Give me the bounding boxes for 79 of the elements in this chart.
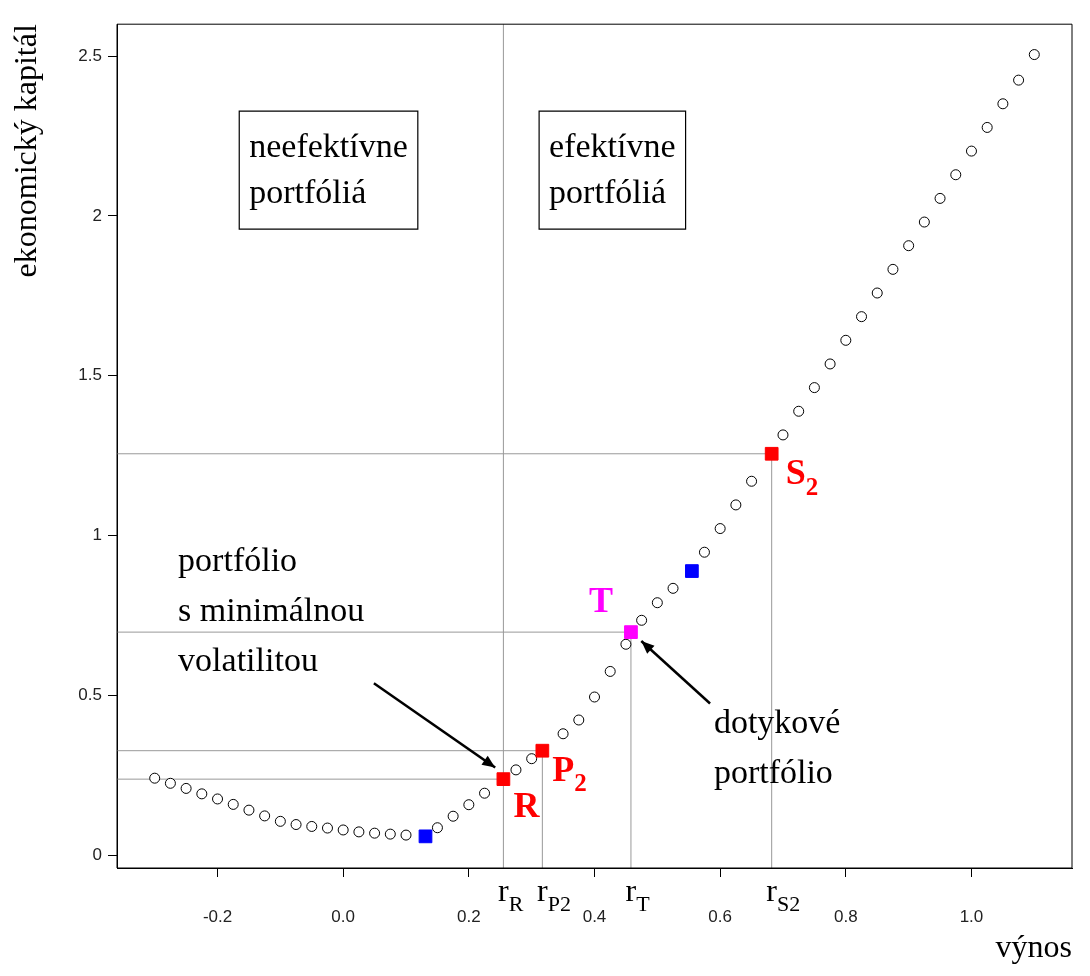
x-tick-label: 1.0 — [959, 906, 984, 926]
point — [793, 405, 805, 417]
point — [557, 728, 569, 740]
point — [227, 798, 239, 810]
point — [871, 287, 883, 299]
point — [447, 810, 459, 822]
y-tick-label: 1.5 — [78, 365, 102, 385]
point — [667, 582, 679, 594]
x-tick-label: 0.8 — [834, 906, 858, 926]
point — [808, 382, 820, 394]
point — [918, 216, 930, 228]
point — [746, 475, 758, 487]
series-label: T — [588, 580, 613, 621]
point — [306, 820, 318, 832]
point — [997, 98, 1009, 110]
point — [400, 829, 412, 841]
x-tick-label: 0.0 — [331, 906, 355, 926]
point — [274, 815, 286, 827]
point — [620, 638, 632, 650]
point — [636, 614, 648, 626]
point — [981, 121, 993, 133]
point — [384, 828, 396, 840]
point — [353, 826, 365, 838]
x-tick-label: -0.2 — [202, 906, 233, 926]
x-tick-label: 0.6 — [708, 906, 732, 926]
point — [685, 564, 699, 578]
point — [369, 827, 381, 839]
x-tick-label: 0.2 — [457, 906, 481, 926]
annotation: portfólio s minimálnou volatilitou — [178, 540, 365, 678]
point — [526, 753, 538, 765]
point — [903, 240, 915, 252]
point — [290, 819, 302, 831]
point — [196, 788, 208, 800]
y-tick-label: 2 — [92, 205, 102, 225]
annotation: efektívne portfóliá — [549, 127, 676, 211]
point — [180, 782, 192, 794]
point — [714, 523, 726, 535]
point — [840, 334, 852, 346]
point — [535, 743, 550, 758]
point — [698, 546, 710, 558]
point — [463, 799, 475, 811]
y-tick-label: 0 — [92, 844, 102, 864]
y-tick-label: 0.5 — [78, 685, 102, 705]
point — [496, 772, 511, 787]
point — [321, 822, 333, 834]
point — [212, 793, 224, 805]
point — [431, 822, 443, 834]
point — [824, 358, 836, 370]
point — [573, 714, 585, 726]
series-label: R — [513, 785, 541, 826]
y-tick-label: 2.5 — [78, 45, 102, 65]
point — [510, 764, 522, 776]
x-axis-title: výnos — [995, 928, 1072, 965]
point — [624, 625, 638, 639]
point — [934, 192, 946, 204]
annotation: dotykové portfólio — [713, 702, 841, 790]
point — [764, 446, 779, 461]
point — [259, 810, 271, 822]
point — [337, 824, 349, 836]
point — [1028, 49, 1040, 61]
point — [651, 597, 663, 609]
x-tick-label: 0.4 — [582, 906, 607, 926]
point — [777, 429, 789, 441]
point — [479, 787, 491, 799]
y-axis-title: ekonomický kapitál — [6, 24, 43, 278]
annotation: neefektívne portfóliá — [249, 127, 408, 211]
point — [1013, 74, 1025, 86]
y-tick-label: 1 — [92, 525, 102, 545]
point — [164, 777, 176, 789]
point — [149, 772, 161, 784]
point — [604, 665, 616, 677]
point — [950, 169, 962, 181]
point — [965, 145, 977, 157]
point — [730, 499, 742, 511]
point — [418, 829, 433, 844]
point — [243, 804, 255, 816]
point — [589, 691, 600, 703]
point — [887, 263, 899, 275]
point — [856, 311, 868, 323]
